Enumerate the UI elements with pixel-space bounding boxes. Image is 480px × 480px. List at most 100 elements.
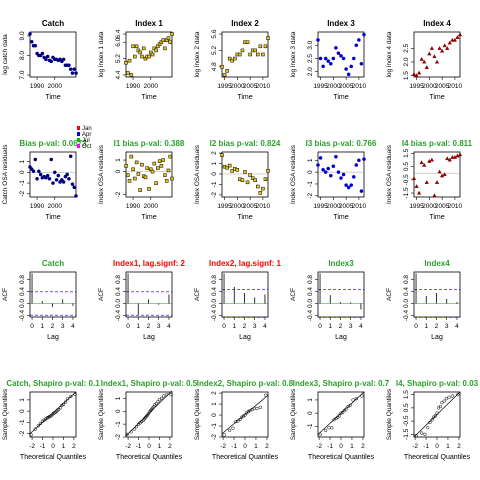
index3-series-xtick-label: 2010 (352, 83, 367, 90)
catch-qq-point (36, 424, 41, 428)
index1-qq-point (152, 405, 156, 409)
index2-qq-panel: Index2, Shapiro p-val: 0.8 Theoretical Qu… (194, 379, 294, 461)
index2-series-point (238, 52, 242, 57)
index3-series-point (357, 38, 361, 42)
index4-osa-residuals-ytick-label: -0.5 (403, 174, 410, 186)
index1-qq-point (132, 427, 137, 431)
index4-series-xtick-label: 1995 (409, 83, 424, 90)
index2-series-ylabel: log index 2 data (194, 31, 201, 77)
index2-osa-residuals-xtick-label: 2010 (256, 203, 271, 210)
index4-qq-point (420, 431, 424, 435)
legend-label-apr: Apr (82, 132, 91, 138)
catch-osa-residuals-ytick-label: 0 (19, 170, 26, 174)
index2-series-point (263, 44, 268, 49)
index1-osa-residuals-point (166, 168, 171, 173)
index3-osa-residuals-ytick-label: 0 (307, 170, 314, 174)
index4-qq-point (447, 395, 451, 399)
index2-series-point (220, 65, 224, 69)
index4-qq-xtick-label: 0 (435, 443, 439, 450)
index2-series-point (261, 52, 265, 57)
index1-osa-residuals-ylabel: Index OSA residuals (98, 144, 105, 204)
catch-series-point (68, 67, 73, 71)
catch-qq-point (33, 427, 37, 431)
index1-series-ylabel: log index 1 data (98, 31, 105, 77)
catch-qq-panel: Catch, Shapiro p-val: 0.1 Theoretical Qua… (2, 379, 100, 461)
index2-qq-title: Index2, Shapiro p-val: 0.8 (197, 379, 294, 388)
index4-series-point (422, 59, 427, 64)
index2-series-xtick-label: 2005 (243, 83, 258, 90)
index2-series-point (222, 73, 227, 77)
index3-qq-title: Index3, Shapiro p-val: 0.7 (293, 379, 390, 388)
index4-qq-point (444, 396, 448, 401)
index1-qq-xtick-label: -1 (136, 443, 142, 450)
catch-osa-residuals-point (38, 172, 43, 177)
index4-series-frame (413, 31, 461, 78)
index3-osa-residuals-point (354, 163, 359, 167)
index4-qq-xlabel: Theoretical Quantiles (404, 454, 471, 461)
index2-osa-residuals-point (258, 191, 263, 195)
index3-series-ytick-label: 3.0 (307, 40, 314, 49)
index4-acf-ytick-label: 0.8 (403, 275, 410, 284)
index3-series-point (341, 56, 346, 61)
index3-series-point (359, 61, 364, 66)
index4-osa-residuals-ytick-label: -1.5 (403, 187, 410, 199)
index1-osa-residuals-point (143, 175, 148, 180)
index2-osa-residuals-xtick-label: 2000 (230, 203, 245, 210)
index1-acf-frame (125, 271, 173, 318)
index1-qq-ytick-label: 0 (115, 409, 122, 413)
index3-osa-residuals-title: I3 bias p-val: 0.766 (306, 139, 377, 148)
index2-qq-xtick-label: -2 (220, 443, 226, 450)
index3-osa-residuals-point (349, 183, 354, 187)
catch-series-point (70, 71, 75, 75)
catch-osa-residuals-ylabel: Catch OSA residuals (2, 144, 9, 205)
index4-qq-point (428, 420, 432, 425)
index1-qq-point (156, 399, 160, 404)
catch-osa-residuals-point (31, 169, 36, 174)
index1-qq-ylabel: Sample Quantiles (98, 388, 105, 440)
index3-osa-residuals-point (346, 185, 351, 190)
index2-osa-residuals-point (235, 168, 240, 172)
index3-series-point (339, 54, 343, 58)
index2-osa-residuals-point (250, 176, 255, 180)
index4-osa-residuals-point (450, 154, 455, 159)
index2-qq-xtick-label: 2 (265, 443, 269, 450)
index1-qq-xtick-label: -2 (125, 443, 131, 450)
index2-osa-residuals-point (227, 163, 232, 168)
index1-series-ytick-label: 6.0 (115, 37, 122, 46)
index2-qq-xtick-label: 1 (254, 443, 258, 450)
index3-qq-xlabel: Theoretical Quantiles (308, 454, 375, 461)
index3-qq-xtick-label: -2 (316, 443, 322, 450)
catch-series-point (44, 57, 48, 62)
index2-qq-ytick-label: -2 (211, 434, 218, 440)
index3-qq-point (330, 426, 334, 430)
catch-acf-xlabel: Lag (47, 334, 59, 341)
legend-label-jan: Jan (82, 126, 92, 132)
index1-acf-ytick-label: 0.4 (115, 287, 122, 296)
index4-osa-residuals-point (419, 160, 424, 165)
catch-osa-residuals-frame (29, 151, 77, 198)
index3-series-xlabel: Time (333, 94, 348, 101)
index4-series-xtick-label: 2000 (422, 83, 437, 90)
catch-acf-xtick-label: 3 (61, 323, 65, 330)
index2-series-point (245, 40, 250, 44)
index4-series-point (414, 73, 419, 78)
index4-series-point (452, 37, 458, 42)
index1-acf-xtick-label: 0 (126, 323, 130, 330)
index1-osa-residuals-point (150, 169, 155, 174)
index2-series-xtick-label: 2010 (256, 83, 271, 90)
index1-osa-residuals-frame (125, 151, 173, 198)
index2-osa-residuals-point (243, 170, 247, 174)
index4-osa-residuals-xlabel: Time (429, 214, 444, 221)
index1-series-point (129, 73, 134, 77)
index3-osa-residuals-ytick-label: 1 (307, 158, 314, 162)
catch-series-xtick-label: 2000 (48, 83, 63, 90)
index3-qq-xtick-label: -1 (327, 443, 333, 450)
index1-series-point (136, 48, 141, 53)
catch-series-point (49, 59, 54, 64)
index4-series-ylabel: log index 4 data (386, 31, 393, 77)
index2-series-xtick-label: 2000 (230, 83, 245, 90)
index1-acf-ytick-label: 0.0 (115, 299, 122, 308)
index3-qq-ytick-label: 1 (307, 398, 314, 402)
index2-qq-point (258, 405, 262, 410)
